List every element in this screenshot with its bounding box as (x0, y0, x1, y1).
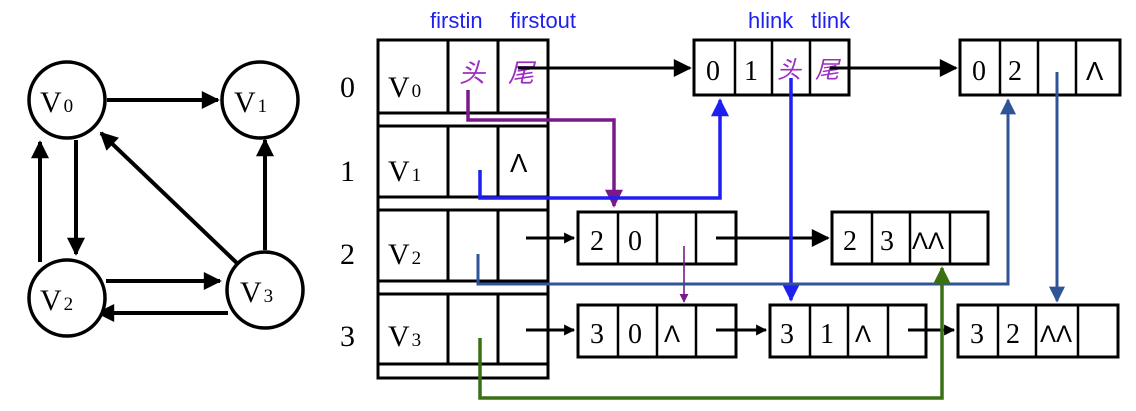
row-index-3: 3 (340, 320, 355, 353)
row1-firstout-value: Λ (510, 148, 528, 178)
header-firstout: firstout (510, 8, 576, 33)
svg-text:Λ: Λ (1086, 56, 1104, 86)
row-index-2: 2 (340, 238, 355, 271)
arc-node-2-0: 2 0 (576, 210, 738, 266)
svg-text:3: 3 (780, 319, 794, 350)
header-tlink: tlink (811, 8, 851, 33)
row0-firstout-value: 尾 (508, 59, 537, 89)
arc-node-2-3: 2 3 ΛΛ (830, 210, 990, 266)
svg-text:ΛΛ: ΛΛ (1040, 321, 1072, 348)
arc-node-0-1: 0 1 头 尾 (692, 38, 851, 97)
vertex-v0 (27, 60, 107, 140)
svg-text:ΛΛ: ΛΛ (912, 228, 944, 255)
svg-text:0: 0 (706, 56, 720, 87)
header-firstin: firstin (430, 8, 483, 33)
svg-text:2: 2 (1008, 56, 1022, 87)
arc-node-0-2: 0 2 Λ (958, 38, 1122, 97)
row0-firstin-value: 头 (459, 59, 487, 89)
arc-node-3-2: 3 2 ΛΛ (956, 303, 1120, 359)
svg-text:3: 3 (970, 319, 984, 350)
header-hlink: hlink (748, 8, 794, 33)
svg-text:2: 2 (1006, 319, 1020, 350)
pointer-v0-in (466, 90, 623, 208)
svg-text:1: 1 (820, 319, 834, 350)
edge-v3-v0 (99, 131, 242, 268)
svg-text:2: 2 (590, 226, 604, 257)
pointer-arrows (466, 59, 1065, 400)
vertex-v2 (27, 258, 107, 338)
svg-text:Λ: Λ (855, 321, 871, 348)
field-headers: firstin firstout hlink tlink (430, 8, 851, 33)
pointer-v1-in (478, 98, 729, 200)
svg-text:2: 2 (843, 226, 857, 257)
svg-text:0: 0 (972, 56, 986, 87)
svg-text:Λ: Λ (664, 321, 680, 348)
vertex-v3 (225, 250, 305, 330)
svg-text:3: 3 (880, 226, 894, 257)
svg-text:0: 0 (628, 319, 642, 350)
vertex-v1 (220, 60, 300, 140)
arc-node-3-1: 3 1 Λ (768, 303, 928, 359)
svg-text:尾: 尾 (815, 56, 841, 84)
svg-text:0: 0 (628, 226, 642, 257)
svg-text:3: 3 (590, 319, 604, 350)
row-index-0: 0 (340, 71, 355, 104)
pointer-v3-in (478, 266, 951, 400)
svg-text:1: 1 (744, 56, 758, 87)
arc-node-3-0: 3 0 Λ (576, 303, 738, 359)
pointer-v2-in (476, 98, 1016, 286)
row-index-1: 1 (340, 155, 355, 188)
